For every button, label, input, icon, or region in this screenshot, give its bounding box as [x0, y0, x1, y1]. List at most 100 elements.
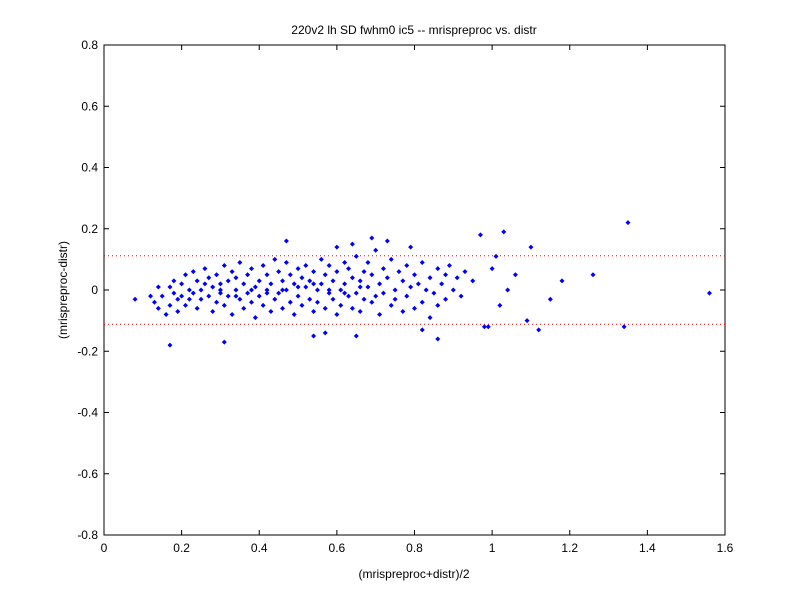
data-point	[256, 278, 262, 284]
data-point	[489, 266, 495, 272]
data-point	[229, 269, 235, 275]
x-tick-label: 1	[489, 541, 496, 555]
data-point	[338, 302, 344, 308]
axis-ticks: 0 0.2 0.4 0.6 0.8 1 1.2 1.4 1.6 -0.8 -0.6 -0.4 -0.2 0…	[77, 38, 733, 555]
data-point	[481, 324, 487, 330]
data-point	[377, 312, 383, 317]
data-point	[217, 287, 223, 293]
data-point	[295, 293, 301, 299]
data-point	[353, 333, 359, 339]
data-point	[183, 272, 189, 278]
data-point	[311, 333, 317, 339]
data-point	[217, 290, 223, 296]
data-point	[299, 302, 305, 308]
data-point	[179, 293, 185, 299]
data-point	[419, 327, 425, 333]
data-point	[167, 302, 173, 308]
data-point	[493, 253, 499, 259]
data-point	[148, 293, 154, 299]
data-point	[245, 272, 251, 278]
data-point	[404, 263, 410, 268]
data-point	[357, 284, 363, 290]
data-point	[369, 235, 375, 241]
data-point	[264, 272, 270, 278]
data-point	[276, 290, 282, 296]
data-point	[388, 256, 394, 262]
data-point	[501, 229, 507, 235]
data-point	[159, 293, 165, 299]
data-point	[373, 247, 379, 253]
data-point	[338, 287, 344, 293]
data-point	[229, 312, 235, 317]
y-tick-label: 0	[91, 283, 98, 297]
data-point	[210, 284, 216, 290]
data-point	[264, 287, 270, 293]
data-point	[233, 275, 239, 281]
data-point	[314, 299, 320, 305]
data-point	[248, 287, 254, 293]
data-point	[280, 287, 286, 293]
data-point	[260, 302, 266, 308]
data-point	[353, 290, 359, 296]
x-tick-label: 0.2	[173, 541, 190, 555]
data-point	[342, 281, 348, 287]
y-tick-label: 0.6	[81, 99, 98, 113]
data-point	[373, 293, 379, 299]
data-point	[155, 305, 161, 311]
data-point	[198, 287, 204, 293]
data-point	[132, 296, 138, 302]
data-point	[206, 293, 212, 299]
data-point	[272, 256, 278, 262]
data-point	[462, 269, 468, 275]
data-point	[186, 287, 192, 293]
data-point	[435, 336, 441, 342]
data-point	[369, 299, 375, 305]
data-point	[206, 275, 212, 281]
data-point	[361, 296, 367, 302]
data-point	[477, 232, 483, 238]
data-point	[524, 318, 530, 324]
data-point	[167, 342, 173, 348]
data-point	[314, 287, 320, 293]
data-point	[559, 278, 565, 284]
y-tick-label: -0.6	[77, 467, 98, 481]
data-point	[245, 290, 251, 296]
data-point	[151, 299, 157, 305]
data-point	[384, 275, 390, 281]
data-point	[175, 296, 181, 302]
data-point	[706, 290, 712, 296]
data-point	[322, 272, 328, 278]
data-point	[155, 284, 161, 290]
data-point	[283, 287, 289, 293]
data-point	[186, 296, 192, 302]
data-point	[408, 244, 414, 250]
x-tick-label: 1.4	[639, 541, 656, 555]
data-point	[346, 266, 352, 272]
data-point	[330, 278, 336, 284]
data-point	[291, 312, 297, 317]
data-point	[295, 284, 301, 290]
y-tick-label: 0.2	[81, 222, 98, 236]
data-point	[179, 281, 185, 287]
data-point	[443, 296, 449, 302]
y-tick-label: -0.8	[77, 528, 98, 542]
x-tick-label: 0.6	[329, 541, 346, 555]
data-point	[311, 281, 317, 287]
data-point	[198, 296, 204, 302]
data-point	[233, 293, 239, 299]
data-point	[217, 281, 223, 287]
data-point	[237, 259, 243, 265]
data-point	[322, 305, 328, 311]
data-point	[221, 263, 227, 268]
chart-title: 220v2 lh SD fwhm0 ic5 -- mrispreproc vs.…	[291, 23, 536, 37]
data-point	[225, 278, 231, 284]
y-axis-label: (mrispreproc-distr)	[56, 241, 70, 339]
data-point	[311, 308, 317, 314]
data-point	[295, 266, 301, 272]
data-point	[264, 290, 270, 296]
x-tick-label: 1.6	[717, 541, 734, 555]
data-point	[435, 266, 441, 272]
data-point	[299, 275, 305, 281]
data-point	[396, 269, 402, 275]
data-point	[334, 244, 340, 250]
